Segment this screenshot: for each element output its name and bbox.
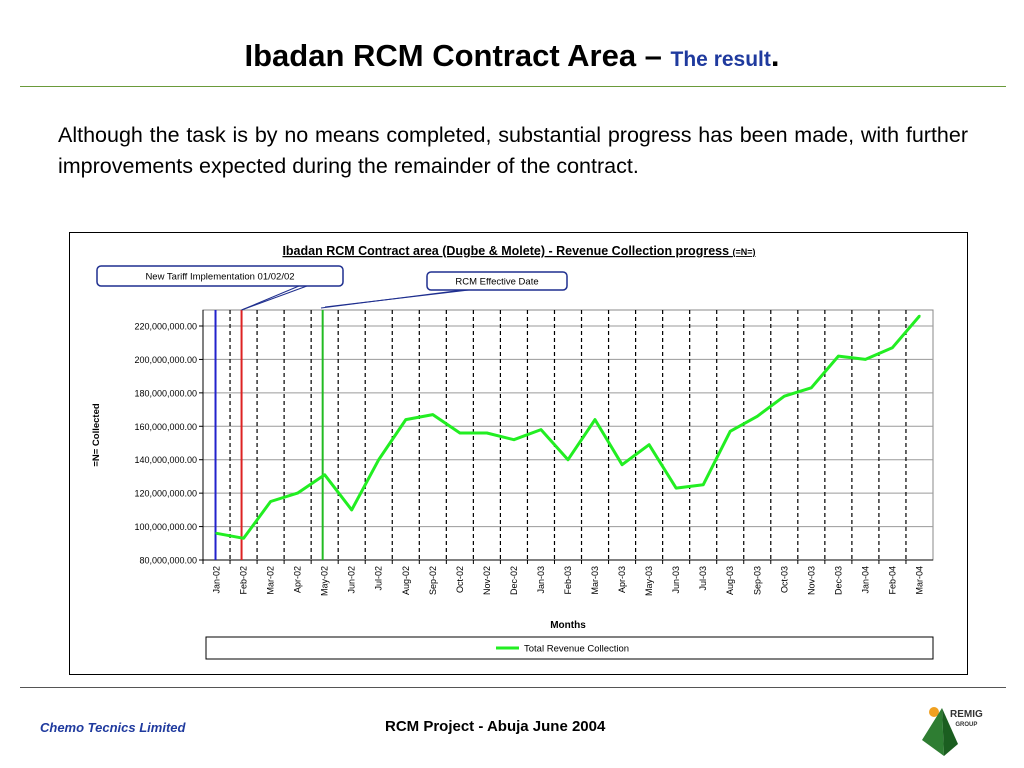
body-paragraph: Although the task is by no means complet… bbox=[58, 123, 968, 178]
slide-title-main: Ibadan RCM Contract Area – bbox=[244, 38, 671, 73]
y-tick-label: 160,000,000.00 bbox=[134, 422, 197, 432]
slide-title-end: . bbox=[770, 38, 780, 73]
x-tick-label: Mar-02 bbox=[266, 566, 276, 595]
data-point bbox=[837, 354, 840, 358]
slide-title: Ibadan RCM Contract Area – The result. bbox=[0, 38, 1024, 74]
x-tick-label: Feb-03 bbox=[563, 566, 573, 595]
data-point bbox=[296, 491, 299, 495]
legend-label: Total Revenue Collection bbox=[524, 644, 629, 655]
x-tick-label: Jan-03 bbox=[536, 566, 546, 594]
data-point bbox=[864, 358, 867, 361]
y-tick-label: 180,000,000.00 bbox=[134, 388, 197, 398]
data-point bbox=[404, 418, 407, 421]
legend-box bbox=[205, 636, 934, 660]
x-tick-label: May-03 bbox=[644, 566, 654, 596]
x-tick-label: Feb-04 bbox=[887, 566, 897, 595]
data-point bbox=[269, 500, 272, 503]
x-tick-label: Jul-02 bbox=[374, 566, 384, 591]
data-point bbox=[647, 443, 651, 446]
plot-area bbox=[202, 309, 934, 561]
data-point bbox=[701, 483, 705, 486]
y-axis-title: =N= Collected bbox=[91, 403, 102, 467]
tariff-callout-box bbox=[96, 265, 344, 287]
logo-wordmark: REMIG GROUP bbox=[950, 710, 983, 730]
footer-company: Chemo Tecnics Limited bbox=[40, 720, 186, 735]
x-tick-label: Aug-02 bbox=[401, 566, 411, 595]
footer-divider bbox=[20, 687, 1006, 688]
y-tick-label: 220,000,000.00 bbox=[134, 322, 197, 332]
x-tick-label: Oct-03 bbox=[779, 566, 789, 593]
remig-logo bbox=[922, 707, 958, 756]
x-tick-label: Jan-04 bbox=[860, 566, 870, 594]
logo-small: GROUP bbox=[955, 722, 978, 728]
data-point bbox=[350, 508, 353, 512]
data-point bbox=[783, 395, 786, 398]
x-tick-label: Apr-03 bbox=[617, 566, 627, 593]
x-tick-label: Jun-03 bbox=[671, 566, 681, 594]
x-tick-label: Jan-02 bbox=[212, 566, 222, 594]
x-tick-label: Sep-03 bbox=[752, 566, 762, 595]
data-point bbox=[512, 438, 516, 441]
data-point bbox=[215, 532, 218, 535]
data-point bbox=[431, 413, 435, 416]
data-point bbox=[323, 473, 326, 476]
tariff-callout-label: New Tariff Implementation 01/02/02 bbox=[145, 272, 294, 283]
data-point bbox=[377, 458, 380, 461]
data-point bbox=[458, 431, 462, 435]
footer-project: RCM Project - Abuja June 2004 bbox=[385, 718, 606, 735]
logo-sun-icon bbox=[929, 707, 939, 717]
x-tick-label: Dec-02 bbox=[509, 566, 519, 595]
x-tick-label: Feb-02 bbox=[239, 566, 249, 595]
data-point bbox=[242, 537, 245, 540]
x-tick-label: Sep-02 bbox=[428, 566, 438, 595]
x-tick-label: Oct-02 bbox=[455, 566, 465, 593]
rcm-effective-callout-label: RCM Effective Date bbox=[455, 277, 538, 288]
rcm-effective-callout-box bbox=[426, 271, 568, 291]
x-tick-label: Dec-03 bbox=[833, 566, 843, 595]
y-tick-label: 200,000,000.00 bbox=[134, 355, 197, 365]
data-point bbox=[756, 415, 759, 418]
x-tick-label: Nov-02 bbox=[482, 566, 492, 595]
data-point bbox=[918, 314, 921, 318]
data-point bbox=[539, 428, 543, 431]
data-point bbox=[566, 458, 570, 461]
logo-mountain-icon bbox=[922, 708, 944, 756]
data-point bbox=[810, 386, 813, 390]
slide-title-sub: The result bbox=[670, 48, 771, 71]
x-tick-label: May-02 bbox=[320, 566, 330, 596]
data-point bbox=[674, 486, 678, 490]
tariff-callout-pointer-2 bbox=[241, 285, 308, 311]
x-tick-label: Nov-03 bbox=[806, 566, 816, 595]
data-point bbox=[729, 430, 732, 433]
x-axis-title: Months bbox=[550, 620, 586, 631]
chart-title: Ibadan RCM Contract area (Dugbe & Molete… bbox=[282, 244, 755, 258]
y-tick-label: 100,000,000.00 bbox=[134, 522, 197, 532]
logo-word: REMIG bbox=[950, 709, 983, 720]
title-divider bbox=[20, 86, 1006, 87]
data-point bbox=[593, 418, 597, 421]
x-tick-label: Mar-04 bbox=[914, 566, 924, 595]
y-tick-label: 80,000,000.00 bbox=[139, 556, 197, 566]
data-point bbox=[891, 346, 894, 349]
x-tick-label: Mar-03 bbox=[590, 566, 600, 595]
x-tick-label: Jul-03 bbox=[698, 566, 708, 591]
x-tick-label: Jun-02 bbox=[347, 566, 357, 594]
x-tick-label: Apr-02 bbox=[293, 566, 303, 593]
y-tick-label: 120,000,000.00 bbox=[134, 489, 197, 499]
data-point bbox=[485, 431, 489, 435]
rcm-effective-callout-pointer-2 bbox=[320, 289, 464, 309]
revenue-chart: Ibadan RCM Contract area (Dugbe & Molete… bbox=[91, 244, 934, 660]
y-tick-label: 140,000,000.00 bbox=[134, 455, 197, 465]
x-tick-label: Aug-03 bbox=[725, 566, 735, 595]
data-point bbox=[620, 463, 624, 466]
